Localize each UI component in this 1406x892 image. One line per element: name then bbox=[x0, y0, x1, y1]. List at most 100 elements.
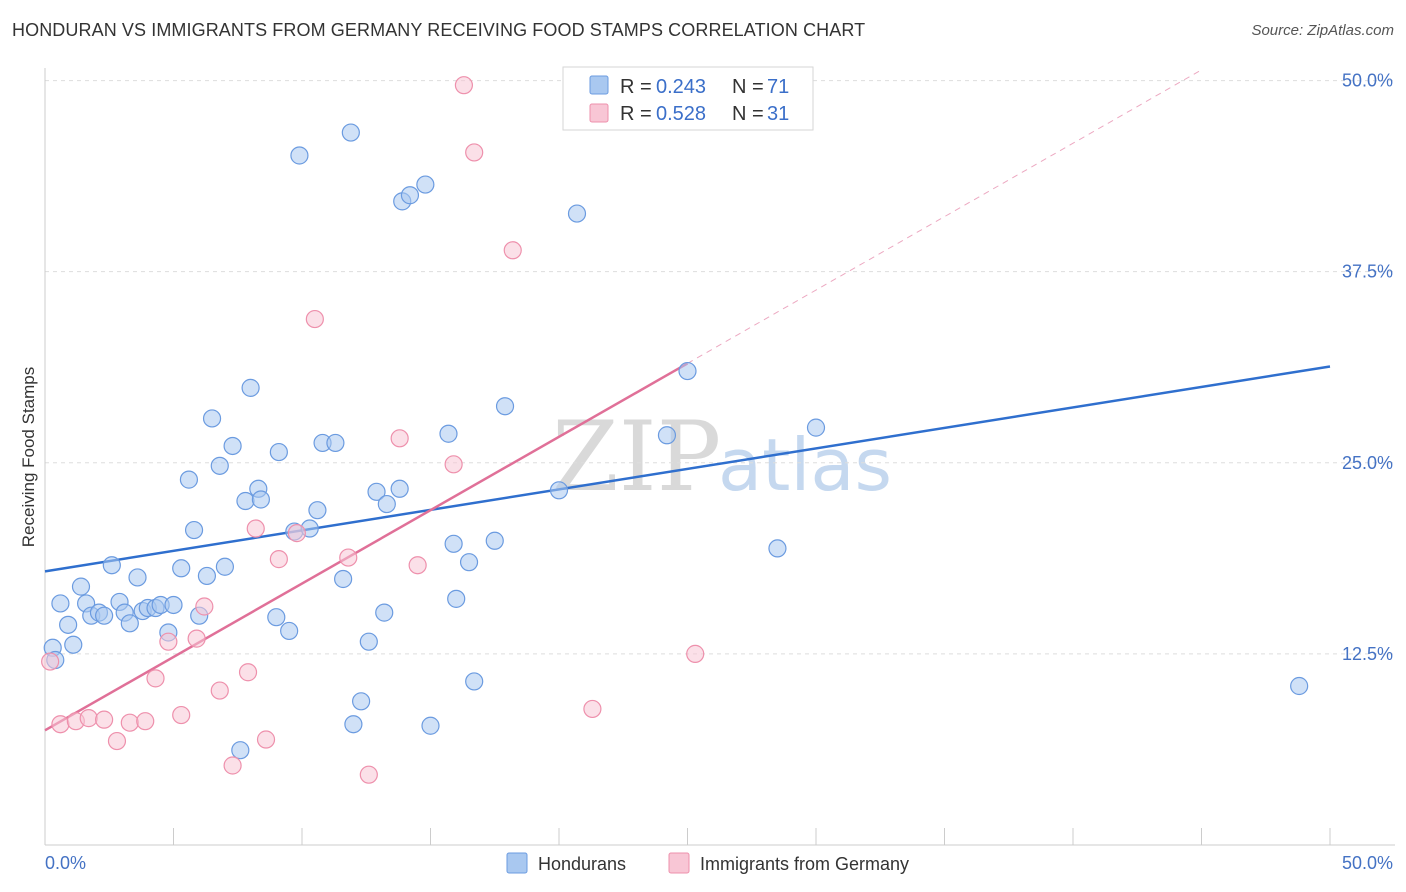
point-s0-70 bbox=[1290, 676, 1309, 696]
legend-r-label-1: R = bbox=[620, 76, 652, 98]
x-tick-labels: 0.0% 50.0% bbox=[45, 853, 1393, 873]
point-s1-13 bbox=[210, 681, 229, 700]
point-s0-30 bbox=[231, 741, 250, 760]
point-s1-22 bbox=[359, 765, 378, 784]
point-s0-50 bbox=[375, 603, 394, 622]
watermark-atlas: atlas bbox=[718, 423, 892, 507]
series-legend-swatch-germany bbox=[668, 852, 690, 874]
point-s0-62 bbox=[485, 531, 504, 550]
point-s0-56 bbox=[421, 716, 440, 735]
point-s1-3 bbox=[79, 709, 98, 728]
chart-title: HONDURAN VS IMMIGRANTS FROM GERMANY RECE… bbox=[12, 20, 866, 40]
legend-n-value-1: 71 bbox=[767, 76, 789, 98]
point-s0-48 bbox=[359, 632, 378, 651]
point-s1-17 bbox=[256, 730, 276, 749]
point-s1-14 bbox=[223, 756, 242, 775]
point-s0-26 bbox=[202, 409, 222, 428]
point-s0-39 bbox=[290, 146, 309, 165]
point-s0-49 bbox=[367, 482, 386, 501]
point-s0-60 bbox=[459, 553, 479, 572]
point-s0-51 bbox=[377, 494, 396, 514]
point-s0-14 bbox=[128, 568, 147, 587]
point-s0-28 bbox=[215, 557, 234, 576]
point-s1-0 bbox=[41, 652, 60, 671]
point-s0-58 bbox=[444, 534, 463, 553]
point-s0-27 bbox=[210, 456, 229, 475]
point-s1-30 bbox=[686, 644, 705, 663]
point-s1-6 bbox=[120, 713, 139, 732]
y-tick-label-1: 25.0% bbox=[1342, 453, 1393, 473]
legend-swatch-hondurans bbox=[589, 75, 609, 95]
point-s1-10 bbox=[172, 705, 191, 725]
point-s0-63 bbox=[495, 397, 515, 416]
point-s1-8 bbox=[146, 669, 165, 688]
series-legend: Hondurans Immigrants from Germany bbox=[506, 852, 909, 874]
point-s0-54 bbox=[400, 186, 420, 205]
point-s1-5 bbox=[107, 731, 127, 751]
x-tick-label-0: 0.0% bbox=[45, 853, 86, 873]
point-s0-20 bbox=[164, 595, 183, 615]
point-s0-35 bbox=[269, 442, 288, 462]
point-s0-55 bbox=[416, 175, 435, 194]
stats-legend: R = 0.243 N = 71 R = 0.528 N = 31 bbox=[562, 66, 814, 131]
point-s0-29 bbox=[223, 436, 242, 456]
point-s0-52 bbox=[390, 479, 409, 498]
point-s1-20 bbox=[305, 309, 324, 329]
legend-swatch-germany bbox=[589, 103, 609, 123]
point-s1-9 bbox=[159, 632, 178, 651]
point-s1-23 bbox=[390, 429, 409, 448]
legend-n-label-2: N = bbox=[732, 103, 764, 125]
point-s1-28 bbox=[503, 241, 522, 260]
point-s0-9 bbox=[95, 606, 114, 625]
point-s1-12 bbox=[195, 597, 214, 616]
point-s1-16 bbox=[246, 519, 265, 538]
point-s1-11 bbox=[187, 629, 206, 648]
watermark-zip: ZIP bbox=[552, 401, 721, 513]
point-s1-25 bbox=[444, 455, 463, 474]
point-s0-41 bbox=[308, 501, 327, 520]
point-s1-19 bbox=[287, 524, 306, 543]
point-s0-67 bbox=[678, 361, 697, 381]
point-s0-2 bbox=[51, 594, 70, 613]
series-legend-label-germany: Immigrants from Germany bbox=[700, 854, 909, 874]
legend-r-value-1: 0.243 bbox=[656, 76, 706, 98]
point-s0-68 bbox=[768, 539, 787, 558]
point-s0-23 bbox=[184, 520, 204, 540]
point-s0-34 bbox=[251, 490, 270, 509]
point-s0-21 bbox=[172, 559, 191, 578]
point-s0-25 bbox=[197, 566, 217, 586]
point-s0-46 bbox=[344, 715, 363, 734]
point-s0-66 bbox=[657, 426, 677, 445]
legend-r-label-2: R = bbox=[620, 103, 652, 125]
point-s1-29 bbox=[583, 699, 602, 719]
point-s1-7 bbox=[136, 712, 155, 731]
point-s0-3 bbox=[59, 615, 78, 634]
point-s0-45 bbox=[341, 123, 360, 142]
axes bbox=[44, 68, 1395, 846]
data-points bbox=[41, 76, 1309, 784]
point-s0-31 bbox=[236, 491, 255, 511]
point-s0-61 bbox=[465, 672, 484, 691]
trend-line-1 bbox=[44, 362, 689, 732]
legend-n-value-2: 31 bbox=[767, 103, 789, 125]
legend-r-value-2: 0.528 bbox=[656, 103, 706, 125]
point-s1-1 bbox=[51, 715, 70, 734]
y-axis-label: Receiving Food Stamps bbox=[19, 367, 38, 547]
trend-lines bbox=[44, 69, 1331, 732]
point-s1-27 bbox=[465, 143, 484, 162]
point-s1-24 bbox=[408, 556, 427, 575]
grid-lines bbox=[45, 80, 1395, 655]
point-s0-59 bbox=[447, 589, 466, 608]
y-tick-labels: 12.5% 25.0% 37.5% 50.0% bbox=[1342, 71, 1393, 664]
series-legend-swatch-hondurans bbox=[506, 852, 528, 874]
y-tick-label-2: 37.5% bbox=[1342, 262, 1393, 282]
point-s1-26 bbox=[454, 76, 474, 95]
point-s0-37 bbox=[280, 621, 299, 641]
point-s1-21 bbox=[339, 548, 358, 567]
point-s0-64 bbox=[549, 481, 569, 500]
source-credit: Source: ZipAtlas.com bbox=[1251, 22, 1394, 39]
point-s0-65 bbox=[567, 204, 587, 223]
legend-n-label-1: N = bbox=[732, 76, 764, 98]
point-s1-15 bbox=[238, 663, 258, 682]
